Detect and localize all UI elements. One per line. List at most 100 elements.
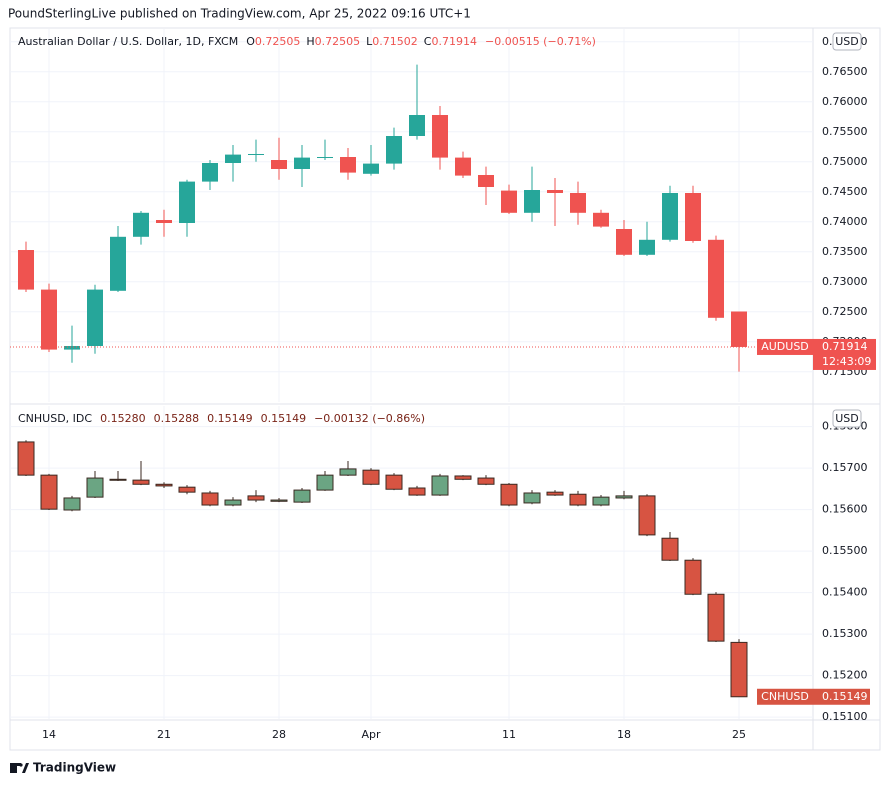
candle-body xyxy=(133,212,149,237)
candle-body xyxy=(661,537,679,561)
y-tick-label: 0.15500 xyxy=(822,544,868,557)
candle-body xyxy=(639,239,655,255)
chart-frame xyxy=(9,27,881,751)
candle-body xyxy=(17,441,35,476)
candle-body xyxy=(270,499,288,502)
candle-body xyxy=(87,289,103,346)
publisher-header: PoundSterlingLive published on TradingVi… xyxy=(8,7,471,21)
x-tick-label: 25 xyxy=(732,728,746,741)
candle-body xyxy=(64,346,80,350)
candle-body xyxy=(501,190,517,213)
candle-body xyxy=(592,496,610,506)
candle-body xyxy=(202,163,218,182)
x-tick-label: 14 xyxy=(42,728,56,741)
candle-body xyxy=(18,250,34,290)
y-tick-label: 0.74000 xyxy=(822,215,868,228)
candle-body xyxy=(385,474,403,490)
legend-letter: L xyxy=(366,35,373,48)
y-tick-label: 0.15300 xyxy=(822,627,868,640)
symbol-tag-label: CNHUSD xyxy=(761,690,809,703)
y-tick-label: 0.15400 xyxy=(822,586,868,599)
x-tick-label: 21 xyxy=(157,728,171,741)
legend-value: 0.72505 xyxy=(255,35,301,48)
countdown-label: 12:43:09 xyxy=(822,355,871,368)
y-tick-label: 0.76000 xyxy=(822,95,868,108)
price-tag xyxy=(813,688,870,705)
candle-body xyxy=(247,495,265,501)
candle-body xyxy=(156,220,172,223)
currency-label: USD xyxy=(835,35,859,48)
series-legend: Australian Dollar / U.S. Dollar, 1D, FXC… xyxy=(18,35,596,48)
candle-body xyxy=(317,157,333,158)
candle-body xyxy=(569,493,587,506)
candle-body xyxy=(63,497,81,511)
legend-value: 0.15149 xyxy=(261,412,307,425)
legend-letter: O xyxy=(246,35,255,48)
currency-box xyxy=(832,32,862,51)
candle-body xyxy=(731,311,747,347)
x-tick-label: Apr xyxy=(361,728,381,741)
candle-body xyxy=(431,475,449,496)
legend-value: 0.72505 xyxy=(315,35,361,48)
candle-body xyxy=(248,154,264,155)
candle-body xyxy=(408,487,426,496)
candle-body xyxy=(201,492,219,506)
y-tick-label: 0.15100 xyxy=(822,710,868,723)
candle-body xyxy=(684,559,702,595)
candle-body xyxy=(316,474,334,491)
price-tag xyxy=(813,338,876,370)
candle-body xyxy=(109,478,127,481)
x-tick-label: 28 xyxy=(272,728,286,741)
y-tick-label: 0.15700 xyxy=(822,461,868,474)
candle-body xyxy=(524,190,540,213)
candle-body xyxy=(730,641,748,698)
candle-body xyxy=(638,495,656,536)
y-tick-label: 0.74500 xyxy=(822,185,868,198)
series-legend: CNHUSD, IDC 0.15280 0.15288 0.15149 0.15149−… xyxy=(18,412,425,425)
y-tick-label: 0.72500 xyxy=(822,305,868,318)
y-tick-label: 0.76500 xyxy=(822,65,868,78)
legend-change: −0.00515 (−0.71%) xyxy=(485,35,596,48)
candle-body xyxy=(432,115,448,158)
tradingview-logo xyxy=(10,763,29,773)
candle-body xyxy=(293,489,311,503)
candle-body xyxy=(132,479,150,485)
candle-body xyxy=(500,483,518,506)
y-tick-label: 0.15200 xyxy=(822,669,868,682)
legend-letter: H xyxy=(306,35,314,48)
legend-letter: C xyxy=(424,35,432,48)
footer-brand: TradingView xyxy=(33,761,116,775)
x-tick-label: 11 xyxy=(502,728,516,741)
candle-body xyxy=(386,136,402,164)
candle-body xyxy=(339,468,357,476)
legend-title: Australian Dollar / U.S. Dollar, 1D, FXC… xyxy=(18,35,238,48)
candle-body xyxy=(224,499,242,506)
legend-value: 0.71502 xyxy=(372,35,418,48)
y-tick-label: 0.73000 xyxy=(822,275,868,288)
candle-body xyxy=(454,475,472,480)
candle-body xyxy=(363,163,379,174)
candle-body xyxy=(271,160,287,169)
y-tick-label: 0.75000 xyxy=(822,155,868,168)
candle-body xyxy=(662,193,678,240)
candle-body xyxy=(340,157,356,173)
legend-value: 0.71914 xyxy=(431,35,477,48)
candle-body xyxy=(477,477,495,485)
x-tick-label: 18 xyxy=(617,728,631,741)
price-tag-label: 0.15149 xyxy=(822,690,868,703)
candle-body xyxy=(708,239,724,318)
currency-label: USD xyxy=(835,412,859,425)
candle-body xyxy=(40,474,58,510)
currency-box xyxy=(832,409,862,428)
y-tick-label: 0.73500 xyxy=(822,245,868,258)
candle-body xyxy=(362,469,380,485)
symbol-tag xyxy=(757,688,813,705)
candle-body xyxy=(546,491,564,496)
candle-body xyxy=(593,212,609,227)
symbol-tag xyxy=(757,338,813,355)
candle-body xyxy=(294,157,310,169)
candle-body xyxy=(478,175,494,187)
candle-body xyxy=(179,181,195,223)
candle-body xyxy=(225,154,241,163)
